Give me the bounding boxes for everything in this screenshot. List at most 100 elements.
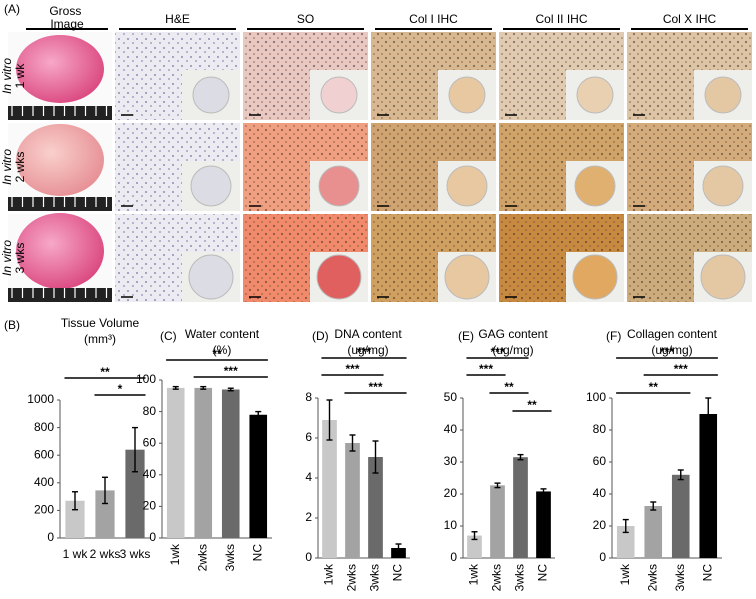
significance-label: ***: [490, 345, 504, 359]
bar: [536, 491, 551, 558]
x-tick-label: NC: [700, 564, 714, 582]
column-header: H&E: [165, 12, 190, 26]
inset-disc: [704, 76, 742, 114]
y-tick-label: 50: [444, 390, 458, 404]
error-bar: [132, 426, 138, 473]
bar: [194, 387, 213, 538]
x-tick-label: 3 wks: [120, 547, 151, 561]
error-bar: [395, 543, 402, 553]
significance-label: ***: [357, 345, 371, 359]
y-tick-label: 40: [444, 422, 458, 436]
y-tick-label: 20: [143, 499, 157, 513]
error-bar: [326, 399, 333, 441]
significance-label: ***: [368, 380, 382, 394]
y-tick-label: 100: [136, 372, 156, 386]
y-tick-label: 80: [143, 404, 157, 418]
y-tick-label: 1000: [27, 392, 54, 406]
y-tick-label: 2: [305, 510, 312, 524]
error-bar: [494, 482, 501, 489]
inset-disc: [576, 76, 614, 114]
y-tick-label: 800: [34, 420, 54, 434]
y-tick-label: 60: [593, 454, 607, 468]
chart-title: DNA content: [334, 327, 402, 341]
row-label: In vitro: [0, 240, 14, 276]
x-tick-label: 2wks: [195, 544, 209, 571]
inset-disc: [572, 254, 618, 300]
bar: [221, 389, 240, 538]
inset-disc: [320, 76, 358, 114]
error-bar: [200, 385, 207, 390]
x-tick-label: 1wk: [618, 563, 632, 585]
panel-a: Gross Image H&E SO Col I IHC Col II IHC Col X…: [0, 4, 752, 302]
error-bar: [349, 434, 356, 452]
y-tick-label: 0: [450, 550, 457, 564]
x-tick-label: 3wks: [223, 544, 237, 571]
error-bar: [172, 385, 179, 390]
significance-label: ***: [345, 362, 359, 376]
panel-label: (E): [458, 329, 474, 343]
x-tick-label: 2 wks: [90, 547, 121, 561]
construct: [16, 212, 104, 289]
significance-label: **: [527, 398, 537, 412]
y-tick-label: 0: [149, 530, 156, 544]
y-tick-label: 100: [586, 390, 606, 404]
charts: (B) Tissue Volume(mm³)020040060080010001 …: [4, 316, 722, 591]
bar: [671, 474, 690, 558]
row-label: In vitro: [0, 58, 14, 94]
bar: [95, 490, 115, 538]
error-bar: [705, 397, 712, 431]
significance-label: ***: [660, 345, 674, 359]
x-tick-label: NC: [536, 564, 550, 582]
bar: [467, 535, 482, 558]
panel-label: (A): [4, 2, 20, 16]
chart-title: GAG content: [478, 327, 548, 341]
bar: [345, 443, 360, 558]
chart-unit: (ug/mg): [651, 343, 692, 357]
y-tick-label: 40: [143, 467, 157, 481]
column-header: SO: [297, 12, 314, 26]
inset-disc: [444, 254, 490, 300]
panel-label: (F): [606, 329, 621, 343]
y-tick-label: 0: [599, 550, 606, 564]
bar: [699, 414, 718, 558]
panel-label: (D): [312, 329, 329, 343]
bar: [249, 414, 268, 538]
significance-label: **: [649, 380, 659, 394]
column-header: Col II IHC: [535, 12, 587, 26]
inset-disc: [700, 254, 746, 300]
inset-disc: [316, 254, 362, 300]
y-tick-label: 4: [305, 470, 312, 484]
column-header: Col X IHC: [663, 12, 717, 26]
inset-disc: [448, 76, 486, 114]
x-tick-label: 1wk: [322, 563, 336, 585]
significance-label: **: [504, 380, 514, 394]
bar: [644, 506, 663, 558]
error-bar: [517, 453, 524, 461]
y-tick-label: 400: [34, 475, 54, 489]
chart-unit: (mm³): [84, 332, 116, 346]
y-tick-label: 20: [593, 518, 607, 532]
x-tick-label: 3wks: [513, 564, 527, 591]
y-tick-label: 80: [593, 422, 607, 436]
chart-unit: (ug/mg): [492, 343, 533, 357]
error-bar: [72, 491, 78, 511]
row-label: 3 wks: [13, 243, 27, 274]
construct: [16, 123, 104, 196]
error-bar: [255, 410, 262, 419]
error-bar: [677, 469, 684, 481]
significance-label: ***: [674, 362, 688, 376]
y-tick-label: 20: [444, 486, 458, 500]
x-tick-label: 1 wk: [63, 547, 89, 561]
error-bar: [622, 518, 629, 534]
bar: [616, 526, 635, 558]
error-bar: [471, 531, 478, 541]
significance-label: **: [100, 365, 110, 379]
y-tick-label: 200: [34, 503, 54, 517]
y-tick-label: 0: [305, 550, 312, 564]
panel-label: (B): [4, 318, 20, 332]
chart-title: Water content: [185, 327, 260, 341]
x-tick-label: 3wks: [673, 564, 687, 591]
y-tick-label: 0: [47, 530, 54, 544]
inset-disc: [190, 165, 232, 207]
x-tick-label: 1wk: [467, 563, 481, 585]
